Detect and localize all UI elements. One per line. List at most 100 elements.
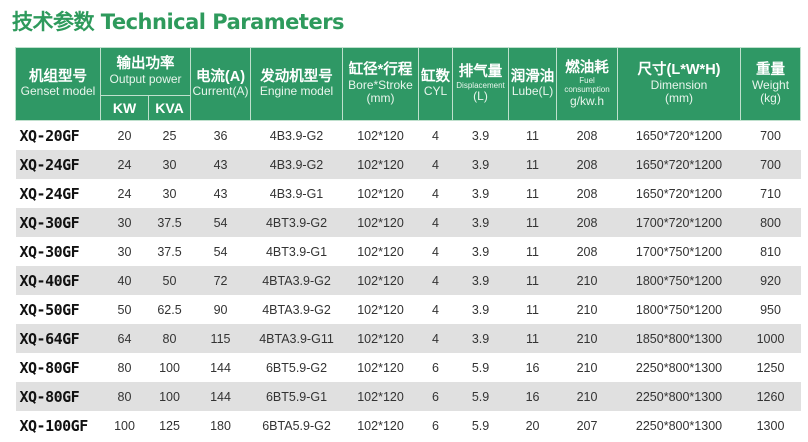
cell-weight: 710 bbox=[760, 186, 781, 201]
cell-current: 180 bbox=[210, 418, 231, 433]
cell-fuel: 210 bbox=[556, 266, 618, 295]
cell-kva: 100 bbox=[148, 382, 191, 411]
cell-bore: 102*120 bbox=[357, 302, 404, 317]
table-row: XQ-64GF 64 80 115 4BTA3.9-G11 102*120 4 3.9 11 21… bbox=[15, 324, 801, 353]
cell-model: XQ-30GF bbox=[15, 208, 101, 237]
cell-displacement: 5.9 bbox=[471, 360, 490, 375]
cell-kva: 100 bbox=[159, 360, 180, 375]
cell-weight: 810 bbox=[760, 244, 781, 259]
cell-engine: 4BTA3.9-G2 bbox=[250, 266, 343, 295]
cell-displacement: 3.9 bbox=[471, 302, 490, 317]
cell-lube: 16 bbox=[508, 382, 557, 411]
cell-displacement: 3.9 bbox=[452, 208, 509, 237]
cell-bore: 102*120 bbox=[357, 244, 404, 259]
cell-dimension: 2250*800*1300 bbox=[617, 382, 741, 411]
header-weight: 重量 Weight (kg) bbox=[740, 47, 802, 121]
cell-weight: 920 bbox=[740, 266, 801, 295]
cell-kw: 80 bbox=[117, 360, 132, 375]
cell-lube: 11 bbox=[526, 244, 539, 259]
table-row: XQ-24GF 24 30 43 4B3.9-G1 102*120 4 3.9 11 208 165… bbox=[16, 179, 801, 208]
cell-dimension: 1800*750*1200 bbox=[635, 302, 723, 317]
cell-fuel: 208 bbox=[556, 208, 618, 237]
header-bore: 缸径*行程 Bore*Stroke (mm) bbox=[342, 47, 420, 121]
table-row: XQ-30GF 30 37.5 54 4BT3.9-G1 102*120 4 3.9 11 208… bbox=[16, 237, 801, 266]
cell-displacement: 5.9 bbox=[452, 382, 509, 411]
header-engine: 发动机型号 Engine model bbox=[250, 47, 344, 121]
cell-weight: 700 bbox=[760, 128, 781, 143]
cell-fuel: 207 bbox=[576, 418, 598, 433]
cell-engine: 4BTA3.9-G2 bbox=[262, 302, 331, 317]
cell-cyl: 4 bbox=[418, 208, 453, 237]
cell-weight: 1260 bbox=[740, 382, 801, 411]
cell-lube: 11 bbox=[508, 266, 557, 295]
cell-current: 36 bbox=[213, 128, 228, 143]
cell-model: XQ-80GF bbox=[15, 382, 101, 411]
cell-current: 43 bbox=[213, 186, 228, 201]
cell-kva: 80 bbox=[148, 324, 191, 353]
header-dimension: 尺寸(L*W*H) Dimension (mm) bbox=[617, 47, 742, 121]
cell-lube: 11 bbox=[526, 128, 539, 143]
cell-cyl: 4 bbox=[432, 186, 439, 201]
cell-kw: 64 bbox=[100, 324, 149, 353]
table-row: XQ-40GF 40 50 72 4BTA3.9-G2 102*120 4 3.9 11 210 1… bbox=[15, 266, 801, 295]
cell-engine: 6BT5.9-G1 bbox=[250, 382, 343, 411]
cell-bore: 102*120 bbox=[342, 382, 419, 411]
cell-current: 54 bbox=[213, 244, 228, 259]
cell-engine: 4B3.9-G1 bbox=[269, 186, 324, 201]
parameters-table: 机组型号 Genset model 输出功率 Output power 电流(A) C… bbox=[15, 47, 802, 440]
cell-kw: 24 bbox=[100, 150, 149, 179]
cell-displacement: 3.9 bbox=[452, 150, 509, 179]
cell-current: 90 bbox=[213, 302, 228, 317]
cell-model: XQ-50GF bbox=[19, 300, 80, 319]
cell-bore: 102*120 bbox=[342, 324, 419, 353]
cell-model: XQ-100GF bbox=[19, 416, 89, 435]
cell-weight: 950 bbox=[760, 302, 781, 317]
cell-fuel: 208 bbox=[556, 150, 618, 179]
cell-weight: 1000 bbox=[740, 324, 801, 353]
cell-model: XQ-30GF bbox=[19, 242, 80, 261]
cell-kva: 37.5 bbox=[157, 244, 182, 259]
cell-dimension: 1700*750*1200 bbox=[635, 244, 723, 259]
cell-lube: 11 bbox=[526, 186, 539, 201]
cell-kva: 25 bbox=[162, 128, 177, 143]
cell-kva: 30 bbox=[162, 186, 177, 201]
cell-bore: 102*120 bbox=[357, 360, 404, 375]
header-model: 机组型号 Genset model bbox=[15, 47, 101, 121]
cell-model: XQ-80GF bbox=[19, 358, 80, 377]
cell-kw: 30 bbox=[100, 208, 149, 237]
cell-bore: 102*120 bbox=[357, 186, 404, 201]
cell-fuel: 208 bbox=[576, 244, 598, 259]
cell-displacement: 3.9 bbox=[471, 244, 490, 259]
cell-weight: 1300 bbox=[756, 418, 785, 433]
cell-lube: 11 bbox=[526, 302, 539, 317]
cell-cyl: 4 bbox=[418, 266, 453, 295]
cell-cyl: 4 bbox=[432, 128, 439, 143]
cell-engine: 4BTA3.9-G11 bbox=[250, 324, 343, 353]
cell-kva: 30 bbox=[148, 150, 191, 179]
cell-fuel: 210 bbox=[576, 302, 598, 317]
cell-fuel: 208 bbox=[576, 128, 598, 143]
cell-weight: 700 bbox=[740, 150, 801, 179]
cell-dimension: 1800*750*1200 bbox=[617, 266, 741, 295]
cell-displacement: 3.9 bbox=[452, 324, 509, 353]
table-row: XQ-20GF 20 25 36 4B3.9-G2 102*120 4 3.9 11 208 165… bbox=[16, 121, 801, 151]
header-kva: KVA bbox=[147, 95, 192, 121]
cell-engine: 4B3.9-G2 bbox=[269, 128, 324, 143]
cell-dimension: 1650*720*1200 bbox=[635, 186, 723, 201]
cell-kw: 30 bbox=[117, 244, 132, 259]
cell-cyl: 4 bbox=[432, 302, 439, 317]
table-row: XQ-100GF 100 125 180 6BTA5.9-G2 102*120 6 5.9 20… bbox=[16, 411, 801, 440]
cell-fuel: 208 bbox=[576, 186, 598, 201]
cell-displacement: 3.9 bbox=[471, 186, 490, 201]
cell-engine: 4BT3.9-G2 bbox=[250, 208, 343, 237]
cell-kva: 62.5 bbox=[157, 302, 182, 317]
table-row: XQ-30GF 30 37.5 54 4BT3.9-G2 102*120 4 3.9 11 208… bbox=[15, 208, 801, 237]
cell-dimension: 2250*800*1300 bbox=[635, 418, 723, 433]
cell-displacement: 5.9 bbox=[471, 418, 490, 433]
cell-cyl: 4 bbox=[418, 150, 453, 179]
cell-current: 72 bbox=[190, 266, 251, 295]
header-cyl: 缸数 CYL bbox=[418, 47, 454, 121]
cell-fuel: 210 bbox=[556, 382, 618, 411]
cell-displacement: 3.9 bbox=[452, 266, 509, 295]
header-displacement: 排气量 Displacement (L) bbox=[452, 47, 510, 121]
